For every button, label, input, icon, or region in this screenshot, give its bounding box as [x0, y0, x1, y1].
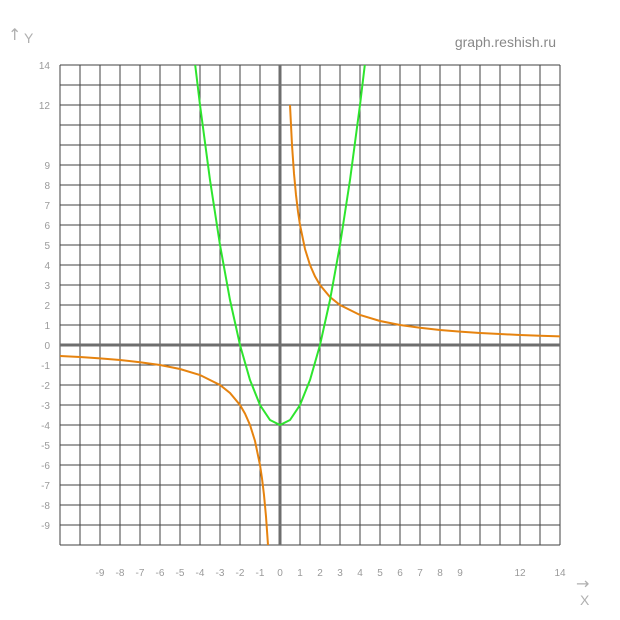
grid-lines [59, 64, 561, 546]
x-tick-label: 7 [417, 568, 423, 579]
y-tick-label: -1 [41, 361, 50, 372]
y-tick-label: 8 [44, 181, 50, 192]
y-tick-label: 0 [44, 341, 50, 352]
y-tick-label: -3 [41, 401, 50, 412]
x-tick-label: -8 [116, 568, 125, 579]
x-tick-label: 5 [377, 568, 383, 579]
x-tick-label: 12 [514, 568, 526, 579]
x-tick-label: 1 [297, 568, 303, 579]
x-tick-label: 3 [337, 568, 343, 579]
y-tick-label: -6 [41, 461, 50, 472]
site-watermark[interactable]: graph.reshish.ru [454, 34, 556, 50]
y-tick-label: 2 [44, 301, 50, 312]
tick-labels: -9 -8 -7 -6 -5 -4 -3 -2 -1 0 1 2 3 4 5 6 7 8 9 12 1414129876… [39, 61, 566, 579]
x-tick-label: 14 [554, 568, 566, 579]
x-axis-name: X [580, 592, 590, 608]
y-tick-label: 12 [39, 101, 51, 112]
y-tick-label: 9 [44, 161, 50, 172]
x-tick-label: -2 [236, 568, 245, 579]
series-1-branch-2 [289, 104, 560, 338]
x-tick-label: -5 [176, 568, 185, 579]
x-tick-label: 4 [357, 568, 363, 579]
x-tick-label: 9 [457, 568, 463, 579]
y-tick-label: -4 [41, 421, 50, 432]
x-tick-label: -3 [216, 568, 225, 579]
y-tick-label: 5 [44, 241, 50, 252]
x-tick-label: 8 [437, 568, 443, 579]
series-1-branch-1 [60, 355, 270, 545]
x-axis-arrow-icon: → [576, 574, 590, 593]
y-tick-label: -5 [41, 441, 50, 452]
x-tick-label: 2 [317, 568, 323, 579]
x-tick-label: -9 [96, 568, 105, 579]
series-2-branch-1 [194, 65, 366, 427]
y-tick-label: 3 [44, 281, 50, 292]
y-tick-label: 7 [44, 201, 50, 212]
x-tick-label: -6 [156, 568, 165, 579]
y-tick-label: -8 [41, 501, 50, 512]
coordinate-axes [60, 65, 560, 545]
y-tick-label: 14 [39, 61, 51, 72]
y-tick-label: -2 [41, 381, 50, 392]
y-tick-label: 4 [44, 261, 50, 272]
curves [60, 65, 560, 545]
y-tick-label: 6 [44, 221, 50, 232]
x-tick-label: -1 [256, 568, 265, 579]
y-axis-name: Y [24, 30, 34, 46]
y-axis-arrow-icon: ↑ [8, 25, 22, 44]
y-tick-label: 1 [44, 321, 50, 332]
y-tick-label: -7 [41, 481, 50, 492]
x-tick-label: 6 [397, 568, 403, 579]
x-tick-label: -7 [136, 568, 145, 579]
x-tick-label: 0 [277, 568, 283, 579]
y-tick-label: -9 [41, 521, 50, 532]
x-tick-label: -4 [196, 568, 205, 579]
